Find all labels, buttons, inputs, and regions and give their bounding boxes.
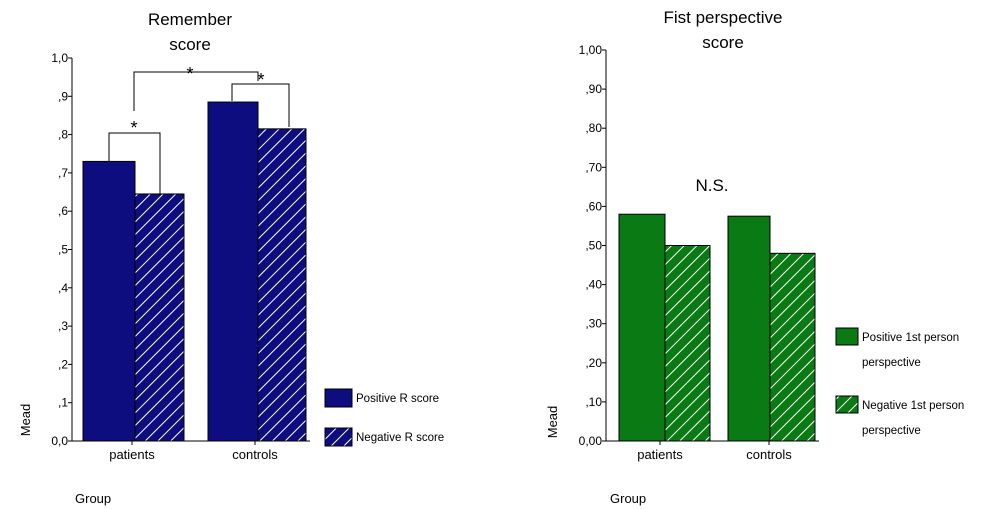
y-tick-label: ,1 xyxy=(58,396,68,410)
significance-asterisk: * xyxy=(257,70,264,90)
significance-asterisk: * xyxy=(186,64,193,84)
significance-bracket-groups xyxy=(133,71,259,111)
bar-positive-controls xyxy=(207,101,259,442)
y-tick-label: 0,00 xyxy=(579,434,603,448)
y-tick-label: ,2 xyxy=(58,357,68,371)
legend-label: Positive R score xyxy=(356,393,439,405)
y-tick-label: ,3 xyxy=(58,319,68,333)
legend-label-line: Positive 1st person xyxy=(862,332,959,344)
significance-asterisk: * xyxy=(130,118,137,138)
x-axis-label: Group xyxy=(75,491,111,506)
significance-bracket-patients xyxy=(108,132,161,194)
legend-label: Negative R score xyxy=(356,432,444,444)
y-axis-label: Mead xyxy=(18,404,33,437)
y-tick-label: ,10 xyxy=(585,395,602,409)
y-tick-label: ,9 xyxy=(58,89,68,103)
bar-positive-patients xyxy=(82,160,136,442)
y-tick-label: ,8 xyxy=(58,128,68,142)
y-tick-label: ,20 xyxy=(585,356,602,370)
legend-label-line: Negative 1st person xyxy=(862,400,964,412)
x-tick-label: controls xyxy=(232,447,278,462)
chart-title-line: score xyxy=(702,33,744,52)
legend-swatch xyxy=(835,395,859,414)
not-significant-label: N.S. xyxy=(695,176,728,195)
chart-title-line: Fist perspective xyxy=(663,8,782,27)
y-tick-label: ,90 xyxy=(585,82,602,96)
bar-negative-patients xyxy=(134,193,185,442)
y-tick-label: ,70 xyxy=(585,160,602,174)
legend-swatch xyxy=(835,327,859,346)
legend-swatch xyxy=(324,427,353,447)
y-tick-label: ,40 xyxy=(585,278,602,292)
first-perspective-score-chart: Fist perspective score 0,00 ,10 ,20 ,30 ,40 ,50… xyxy=(545,8,964,506)
y-axis-label: Mead xyxy=(545,406,560,439)
y-tick-label: ,6 xyxy=(58,204,68,218)
y-tick-label: 1,0 xyxy=(51,51,68,65)
y-tick-label: ,30 xyxy=(585,317,602,331)
y-tick-label: 0,0 xyxy=(51,434,68,448)
y-tick-label: ,60 xyxy=(585,199,602,213)
x-tick-label: patients xyxy=(109,447,155,462)
chart-title-line: score xyxy=(169,35,211,54)
bar-positive-controls xyxy=(727,215,771,442)
x-axis-label: Group xyxy=(610,491,646,506)
chart-title-line: Remember xyxy=(148,10,232,29)
x-tick-label: controls xyxy=(746,447,792,462)
legend-label-line: perspective xyxy=(862,425,921,437)
bar-negative-controls xyxy=(769,252,816,442)
remember-score-chart: Remember score 0,0 ,1 ,2 ,3 ,4 ,5 ,6 ,7 ,8 ,9 1,0 pat… xyxy=(18,10,444,506)
legend-label-line: perspective xyxy=(862,357,921,369)
bar-negative-controls xyxy=(257,128,307,442)
legend-swatch xyxy=(324,388,353,408)
y-tick-label: ,50 xyxy=(585,239,602,253)
y-tick-label: ,4 xyxy=(58,281,68,295)
x-tick-label: patients xyxy=(637,447,683,462)
bar-positive-patients xyxy=(618,213,666,442)
bar-negative-patients xyxy=(664,245,711,442)
y-tick-label: ,80 xyxy=(585,121,602,135)
y-tick-label: ,7 xyxy=(58,166,68,180)
y-tick-label: 1,00 xyxy=(579,43,603,57)
y-tick-label: ,5 xyxy=(58,243,68,257)
significance-bracket-controls xyxy=(231,83,290,127)
